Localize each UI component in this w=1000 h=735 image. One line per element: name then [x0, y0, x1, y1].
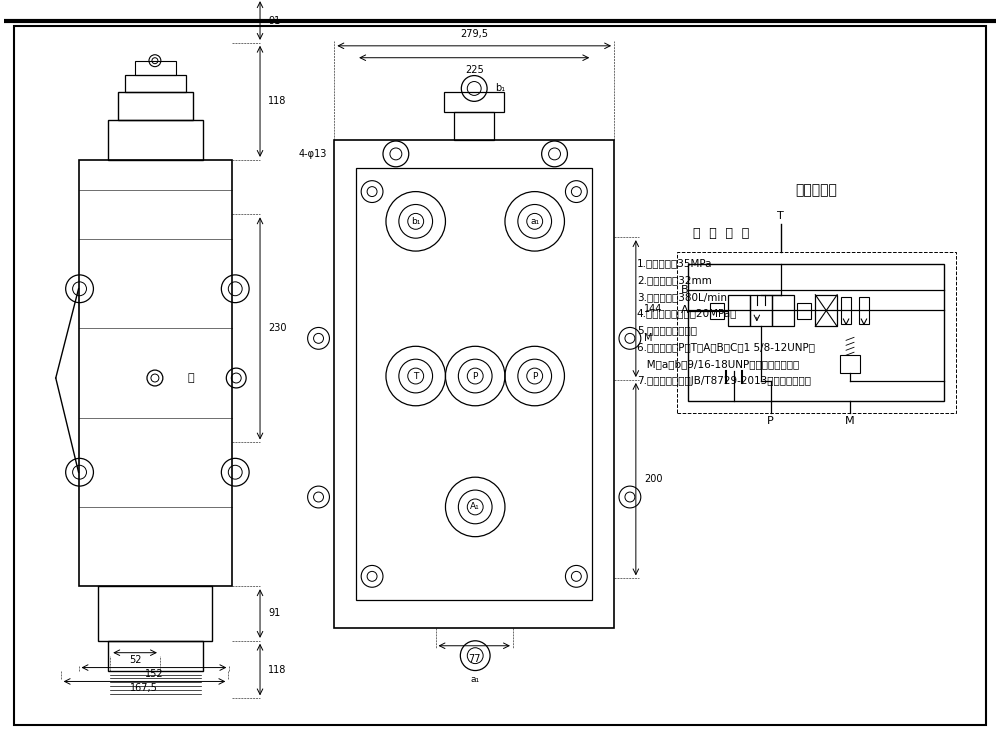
Text: A: A	[680, 304, 688, 315]
Text: B: B	[680, 284, 688, 295]
Text: 5.控制方式：液控；: 5.控制方式：液控；	[637, 326, 697, 335]
Text: 4-φ13: 4-φ13	[298, 149, 326, 159]
Text: M: M	[845, 416, 855, 426]
Text: 2.公称通径：32mm: 2.公称通径：32mm	[637, 275, 712, 285]
Bar	[797, 303, 811, 318]
Bar	[688, 264, 944, 401]
Text: 279,5: 279,5	[460, 29, 488, 39]
Text: 230: 230	[268, 323, 286, 334]
Text: 6.油口尺寸：P、T、A、B、C口1 5/8-12UNP；: 6.油口尺寸：P、T、A、B、C口1 5/8-12UNP；	[637, 343, 815, 352]
Bar	[750, 295, 772, 326]
Bar	[815, 295, 837, 326]
Text: 77: 77	[468, 653, 480, 664]
Text: a₁: a₁	[471, 675, 480, 684]
Text: 91: 91	[268, 16, 280, 26]
Bar	[135, 61, 176, 74]
Text: A₁: A₁	[470, 503, 480, 512]
Text: P: P	[532, 371, 537, 381]
Text: 144: 144	[644, 304, 662, 314]
Text: a₁: a₁	[530, 217, 539, 226]
Bar	[772, 295, 794, 326]
Bar	[859, 297, 869, 324]
Bar	[108, 121, 203, 159]
Text: 1.公称压力：35MPa: 1.公称压力：35MPa	[637, 258, 712, 268]
Bar	[108, 641, 203, 670]
Bar	[444, 93, 504, 112]
Text: 4.溢流阀调定压力：20MPa；: 4.溢流阀调定压力：20MPa；	[637, 309, 737, 318]
Text: 152: 152	[145, 669, 163, 678]
Text: 回: 回	[187, 373, 194, 383]
Bar	[356, 168, 592, 600]
Text: T: T	[413, 371, 418, 381]
Text: M: M	[644, 334, 652, 343]
Text: 200: 200	[644, 474, 662, 484]
Bar	[79, 159, 232, 587]
Text: T: T	[777, 212, 784, 221]
Text: M、a、b口9/16-18UNP，全部橡皮密封；: M、a、b口9/16-18UNP，全部橡皮密封；	[637, 359, 799, 369]
Bar	[454, 112, 494, 140]
Text: 167,5: 167,5	[130, 684, 158, 693]
Bar	[118, 93, 193, 121]
Text: P: P	[767, 416, 774, 426]
Text: 225: 225	[465, 65, 484, 75]
Bar	[841, 297, 851, 324]
Bar	[677, 252, 956, 413]
Bar	[728, 295, 750, 326]
Bar	[98, 587, 212, 641]
Text: b₁: b₁	[495, 84, 505, 93]
Text: 液压原理图: 液压原理图	[795, 184, 837, 198]
Text: 7.产品验收标准据JB/T8729-2013液压多路换向阀: 7.产品验收标准据JB/T8729-2013液压多路换向阀	[637, 376, 811, 386]
Text: 118: 118	[268, 664, 286, 675]
Bar	[125, 74, 186, 93]
Bar	[840, 355, 860, 373]
Text: 91: 91	[268, 608, 280, 618]
Text: 52: 52	[129, 655, 141, 664]
Bar	[710, 303, 724, 318]
Bar	[334, 140, 614, 628]
Text: 3.公称流量：380L/min: 3.公称流量：380L/min	[637, 292, 727, 301]
Text: b₁: b₁	[411, 217, 420, 226]
Text: 118: 118	[268, 96, 286, 107]
Text: P: P	[473, 371, 478, 381]
Text: 性  能  参  数: 性 能 参 数	[693, 226, 749, 240]
